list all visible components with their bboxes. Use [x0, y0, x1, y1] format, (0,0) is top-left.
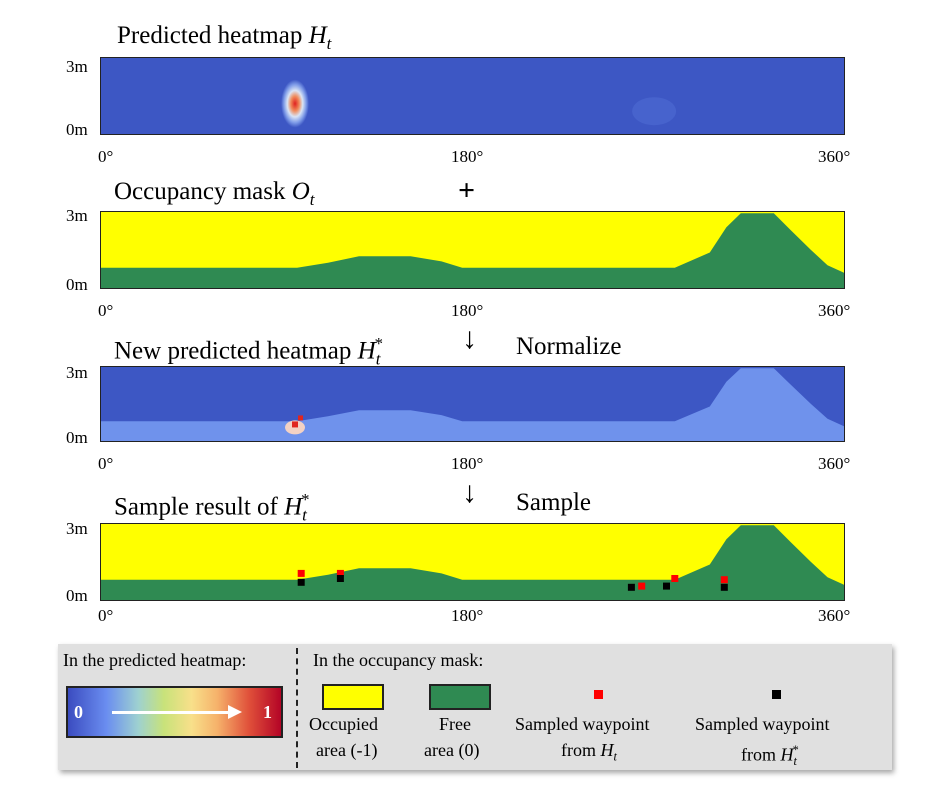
new-heatmap-panel: [100, 366, 845, 442]
panel-2-x-360: 360°: [818, 301, 851, 320]
panel-1-x-180: 180°: [451, 147, 484, 166]
faint-hotspot: [632, 97, 677, 126]
sample-ht-point-1: [336, 569, 344, 577]
sample-hstar-point-0: [297, 578, 305, 586]
panel-2-y-top: 3m: [66, 206, 88, 225]
panel-2-title: Occupancy mask Ot: [114, 178, 315, 209]
panel-3-y-top: 3m: [66, 363, 88, 382]
heatmap-background: [101, 58, 844, 134]
sample-hstar-point-1: [336, 575, 344, 582]
sample-label: Sample: [516, 489, 591, 516]
panel-3-x-180: 180°: [451, 454, 484, 473]
panel-1-y-bottom: 0m: [66, 120, 88, 139]
legend-divider: [296, 648, 298, 768]
colorbar-arrow-icon: [228, 705, 242, 719]
sample-ht-marker-icon: [594, 690, 603, 699]
panel-4-x-0: 0°: [98, 606, 114, 625]
occupancy-svg: [101, 212, 844, 288]
new-heatmap-hotspot-glow: [285, 420, 306, 435]
panel-1-y-top: 3m: [66, 57, 88, 76]
sample-hstar-point-3: [663, 582, 670, 590]
sample-arrow-icon: ↓: [462, 476, 477, 509]
panel-4-x-360: 360°: [818, 606, 851, 625]
new-heatmap-free-area: [101, 368, 844, 441]
sample-hstar-label-1: Sampled waypoint: [695, 714, 830, 734]
legend-heatmap-header: In the predicted heatmap:: [63, 650, 247, 670]
colorbar-min-label: 0: [74, 702, 83, 722]
free-swatch: [429, 684, 491, 710]
colorbar-arrow-line: [112, 711, 230, 714]
sample-ht-label-1: Sampled waypoint: [515, 714, 650, 734]
sample-ht-point-0: [297, 569, 305, 577]
free-label-2: area (0): [424, 740, 480, 760]
colorbar: 0 1: [66, 686, 283, 738]
sample-hstar-point-2: [627, 583, 635, 591]
panel-3-x-360: 360°: [818, 454, 851, 473]
sample-ht-label-2: from Ht: [561, 740, 617, 764]
sample-free-area: [101, 525, 844, 600]
panel-1-x-360: 360°: [818, 147, 851, 166]
sample-ht-point-4: [720, 576, 728, 584]
normalize-arrow-icon: ↓: [462, 322, 477, 355]
free-label-1: Free: [439, 714, 471, 734]
colorbar-max-label: 1: [263, 702, 272, 722]
sample-hstar-point-4: [720, 583, 728, 591]
legend-mask-header: In the occupancy mask:: [313, 650, 484, 670]
panel-1-x-0: 0°: [98, 147, 114, 166]
occupied-label-2: area (-1): [316, 740, 378, 760]
sample-ht-point-3: [671, 575, 679, 582]
occupied-label-1: Occupied: [309, 714, 378, 734]
sample-svg: [101, 524, 844, 600]
legend-box: In the predicted heatmap: In the occupan…: [58, 644, 892, 770]
panel-2-x-180: 180°: [451, 301, 484, 320]
occupancy-panel: [100, 211, 845, 289]
plus-operator: +: [458, 174, 476, 207]
free-area: [101, 213, 844, 288]
sample-panel: [100, 523, 845, 601]
occupied-swatch: [322, 684, 384, 710]
normalize-label: Normalize: [516, 333, 622, 360]
new-heatmap-hotspot-1: [292, 421, 299, 428]
panel-2-y-bottom: 0m: [66, 275, 88, 294]
panel-3-x-0: 0°: [98, 454, 114, 473]
sample-hstar-label-2: from Ht*: [741, 743, 799, 768]
heatmap-hotspot: [281, 79, 310, 128]
panel-4-y-top: 3m: [66, 519, 88, 538]
panel-2-x-0: 0°: [98, 301, 114, 320]
panel-3-y-bottom: 0m: [66, 428, 88, 447]
panel-4-y-bottom: 0m: [66, 586, 88, 605]
panel-4-x-180: 180°: [451, 606, 484, 625]
new-heatmap-svg: [101, 367, 844, 441]
panel-1-title: Predicted heatmap Ht: [117, 22, 332, 53]
sample-ht-point-2: [638, 582, 646, 590]
sample-hstar-marker-icon: [772, 690, 781, 699]
panel-3-title: New predicted heatmap Ht*: [114, 334, 383, 369]
heatmap-svg: [101, 58, 844, 134]
heatmap-panel: [100, 57, 845, 135]
new-heatmap-hotspot-2: [298, 415, 304, 421]
panel-4-title: Sample result of Ht*: [114, 490, 310, 525]
